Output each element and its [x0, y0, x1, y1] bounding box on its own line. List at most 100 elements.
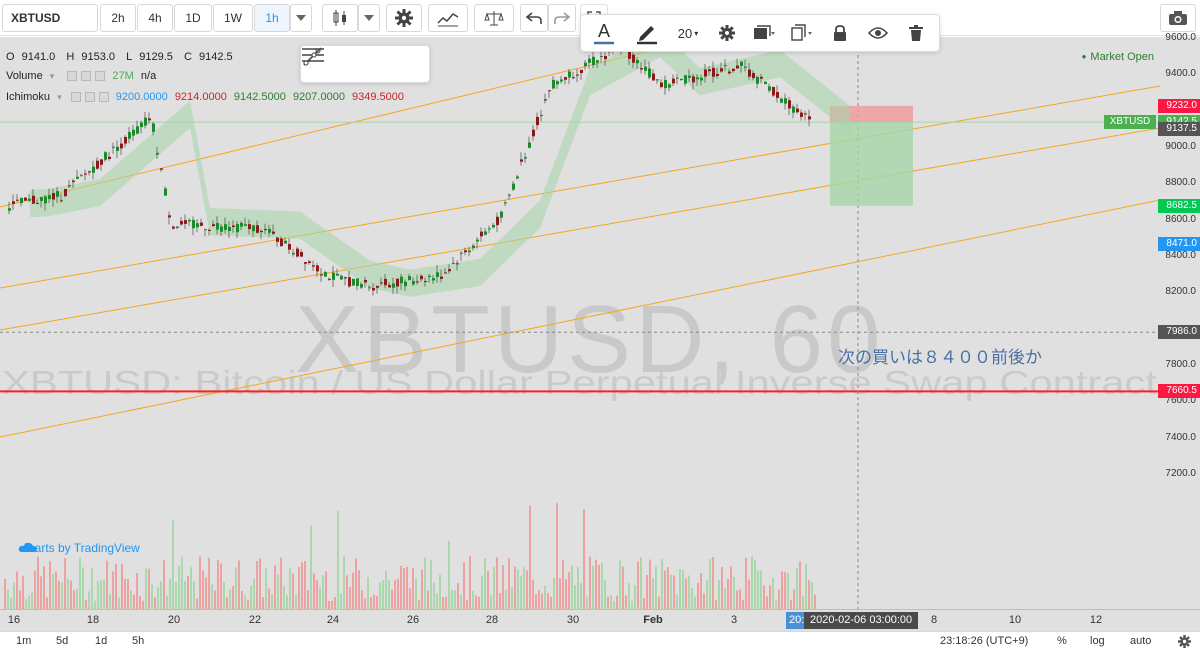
ichimoku-base: 9214.0000 — [174, 91, 227, 103]
price-tick: 7200.0 — [1165, 468, 1196, 479]
candle — [420, 275, 423, 280]
candle — [32, 195, 35, 204]
interval-4h[interactable]: 4h — [137, 4, 173, 32]
chevron-down-icon[interactable]: ▾ — [57, 92, 62, 102]
gear-icon[interactable] — [84, 92, 95, 103]
candle — [740, 61, 743, 66]
candle — [24, 197, 27, 201]
close-icon[interactable] — [95, 71, 106, 82]
entry-price-tag: 9137.5 — [1158, 121, 1200, 136]
candle — [572, 77, 575, 79]
undo-button[interactable] — [520, 4, 548, 32]
volume-bar — [454, 590, 456, 609]
chart-pane[interactable]: XBTUSD, 60 XBTUSD: Bitcoin / US Dollar P… — [0, 32, 1200, 609]
candle — [520, 159, 523, 162]
volume-bar — [646, 574, 648, 609]
settings-button[interactable] — [386, 4, 422, 32]
interval-1d[interactable]: 1D — [174, 4, 212, 32]
candle — [132, 129, 135, 136]
candle — [208, 229, 211, 231]
volume-bar — [277, 574, 279, 609]
volume-bar — [241, 590, 243, 609]
volume-bar — [814, 594, 816, 609]
snapshot-button[interactable] — [1160, 4, 1196, 32]
text-color-button[interactable]: A — [581, 21, 627, 45]
interval-dropdown[interactable] — [290, 4, 312, 32]
volume-bar — [811, 581, 813, 609]
close-icon[interactable] — [98, 92, 109, 103]
camera-icon — [1169, 11, 1187, 25]
volume-bar — [349, 587, 351, 609]
range-5d-button[interactable]: 5d — [56, 635, 69, 647]
volume-bar — [73, 590, 75, 609]
red-line-price-tag: 7660.5 — [1158, 384, 1200, 399]
candle — [472, 245, 475, 249]
candle — [648, 68, 651, 78]
interval-1h[interactable]: 1h — [254, 4, 290, 32]
candle — [240, 222, 243, 227]
range-1m-button[interactable]: 1m — [16, 635, 32, 647]
candle — [744, 66, 747, 68]
candle — [588, 58, 591, 63]
redo-icon — [554, 12, 570, 24]
visual-order-button[interactable] — [745, 25, 783, 41]
candle — [136, 126, 139, 134]
volume-bar — [499, 593, 501, 609]
drag-handle-icon[interactable]: ⋮ — [305, 58, 315, 70]
volume-bar — [781, 571, 783, 609]
eye-icon[interactable] — [70, 92, 81, 103]
range-1d-button[interactable]: 1d — [95, 635, 108, 647]
volume-bar — [556, 503, 558, 609]
chart-type-button[interactable] — [322, 4, 358, 32]
clock[interactable]: 23:18:26 (UTC+9) — [940, 635, 1029, 647]
volume-bar — [658, 596, 660, 609]
volume-bar — [748, 579, 750, 609]
pen-color-button[interactable] — [627, 21, 667, 45]
indicators-button[interactable] — [428, 4, 468, 32]
eye-icon[interactable] — [67, 71, 78, 82]
price-tick: 9400.0 — [1165, 68, 1196, 80]
font-size-select[interactable]: 20 ▾ — [667, 26, 709, 41]
delete-button[interactable] — [897, 25, 935, 41]
ichimoku-legend[interactable]: Ichimoku ▾ 9200.0000 9214.0000 9142.5000… — [6, 91, 408, 103]
volume-bar — [583, 509, 585, 609]
annotation-text[interactable]: 次の買いは８４００前後か — [838, 348, 1042, 367]
price-chart[interactable]: XBTUSD, 60 XBTUSD: Bitcoin / US Dollar P… — [0, 37, 1200, 609]
volume-extra: n/a — [140, 70, 157, 82]
low-value: 9129.5 — [139, 51, 173, 63]
candle — [780, 98, 783, 103]
candle — [464, 250, 467, 253]
candle — [284, 240, 287, 244]
volume-legend[interactable]: Volume ▾ 27M n/a — [6, 70, 160, 82]
tradingview-branding[interactable]: charts by TradingView — [18, 541, 140, 555]
chart-type-dropdown[interactable] — [358, 4, 380, 32]
lock-button[interactable] — [821, 25, 859, 41]
log-toggle[interactable]: log — [1090, 635, 1105, 647]
indicators-icon — [437, 13, 459, 27]
drawing-settings-button[interactable] — [709, 25, 745, 41]
gear-icon[interactable] — [81, 71, 92, 82]
time-axis[interactable]: 16 18 20 22 24 26 28 30 Feb 3 8 10 12 20… — [0, 609, 1200, 631]
interval-1w[interactable]: 1W — [213, 4, 253, 32]
candle — [380, 282, 383, 284]
clone-button[interactable] — [783, 24, 821, 42]
settings-button[interactable] — [1178, 635, 1191, 650]
chevron-down-icon[interactable]: ▾ — [49, 71, 55, 81]
percent-toggle[interactable]: % — [1057, 635, 1067, 647]
candle — [88, 171, 91, 173]
volume-bar — [541, 593, 543, 609]
candle — [100, 159, 103, 165]
redo-button[interactable] — [548, 4, 576, 32]
auto-toggle[interactable]: auto — [1130, 635, 1152, 647]
volume-bar — [808, 580, 810, 609]
volume-bar — [55, 571, 57, 609]
hide-button[interactable] — [859, 26, 897, 40]
volume-bar — [742, 599, 744, 609]
interval-2h[interactable]: 2h — [100, 4, 136, 32]
candle — [432, 278, 435, 281]
volume-bar — [589, 556, 591, 609]
candle — [112, 146, 115, 148]
compare-button[interactable] — [474, 4, 514, 32]
symbol-search[interactable]: XBTUSD — [2, 4, 98, 32]
range-5h-button[interactable]: 5h — [132, 635, 145, 647]
